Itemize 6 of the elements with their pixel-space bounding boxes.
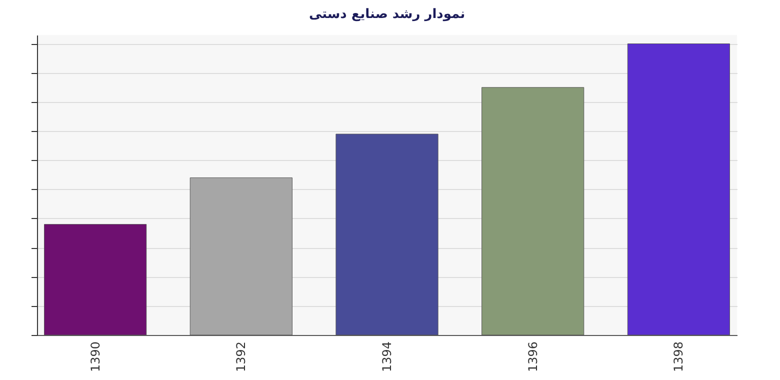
chart-title: نمودار رشد صنایع دستی	[308, 7, 466, 22]
x-tick-label: 1390	[88, 342, 102, 372]
x-tick-label: 1398	[672, 342, 686, 372]
x-tick-label: 1396	[526, 342, 540, 372]
x-tick-label: 1392	[234, 342, 248, 372]
x-tick-label: 1394	[380, 342, 394, 372]
